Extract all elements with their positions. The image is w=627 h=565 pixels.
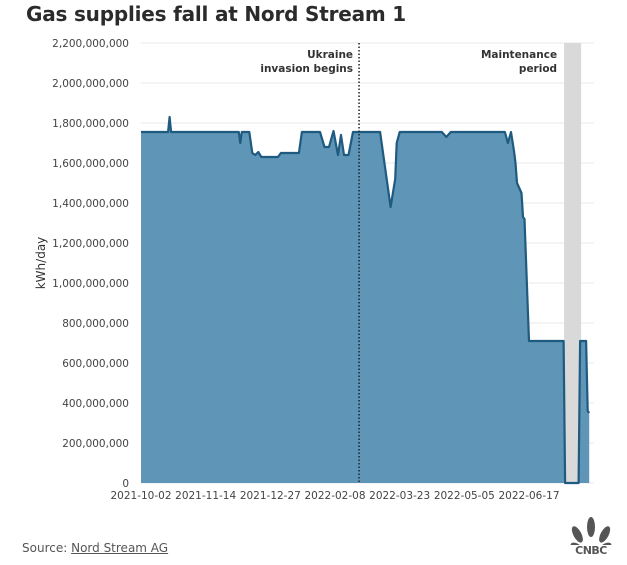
maintenance-annotation: period [519, 63, 557, 75]
x-tick-label: 2021-12-27 [240, 490, 301, 502]
cnbc-wordmark: CNBC [575, 544, 607, 557]
y-tick-label: 1,400,000,000 [52, 198, 129, 210]
x-tick-label: 2021-11-14 [175, 490, 236, 502]
y-tick-label: 2,200,000,000 [52, 38, 129, 50]
y-tick-label: 1,200,000,000 [52, 238, 129, 250]
area-fill [141, 117, 590, 483]
y-tick-label: 400,000,000 [62, 398, 129, 410]
ukraine-annotation: Ukraine [307, 49, 353, 61]
ukraine-annotation: invasion begins [260, 63, 353, 75]
y-tick-label: 2,000,000,000 [52, 78, 129, 90]
x-tick-label: 2022-05-05 [434, 490, 495, 502]
maintenance-band [564, 43, 582, 483]
y-tick-label: 0 [122, 478, 129, 490]
x-tick-label: 2022-03-23 [369, 490, 430, 502]
data-line [141, 115, 591, 485]
source-note: Source: Nord Stream AG [22, 541, 168, 555]
y-tick-label: 200,000,000 [62, 438, 129, 450]
y-tick-label: 1,600,000,000 [52, 158, 129, 170]
maintenance-annotation: Maintenance [481, 49, 557, 61]
y-tick-label: 600,000,000 [62, 358, 129, 370]
area-chart: 0 200,000,000 400,000,000 600,000,000 800,00… [34, 38, 594, 502]
y-tick-label: 800,000,000 [62, 318, 129, 330]
x-tick-label: 2022-02-08 [304, 490, 365, 502]
source-link[interactable]: Nord Stream AG [71, 541, 169, 555]
y-tick-label: 1,800,000,000 [52, 118, 129, 130]
y-axis-label: kWh/day [34, 237, 48, 290]
source-label: Source: [22, 541, 68, 555]
y-tick-label: 1,000,000,000 [52, 278, 129, 290]
cnbc-logo: CNBC [565, 517, 617, 559]
peacock-icon [570, 517, 612, 554]
x-tick-label: 2021-10-02 [110, 490, 171, 502]
x-tick-label: 2022-06-17 [498, 490, 559, 502]
chart-title: Gas supplies fall at Nord Stream 1 [26, 2, 407, 26]
